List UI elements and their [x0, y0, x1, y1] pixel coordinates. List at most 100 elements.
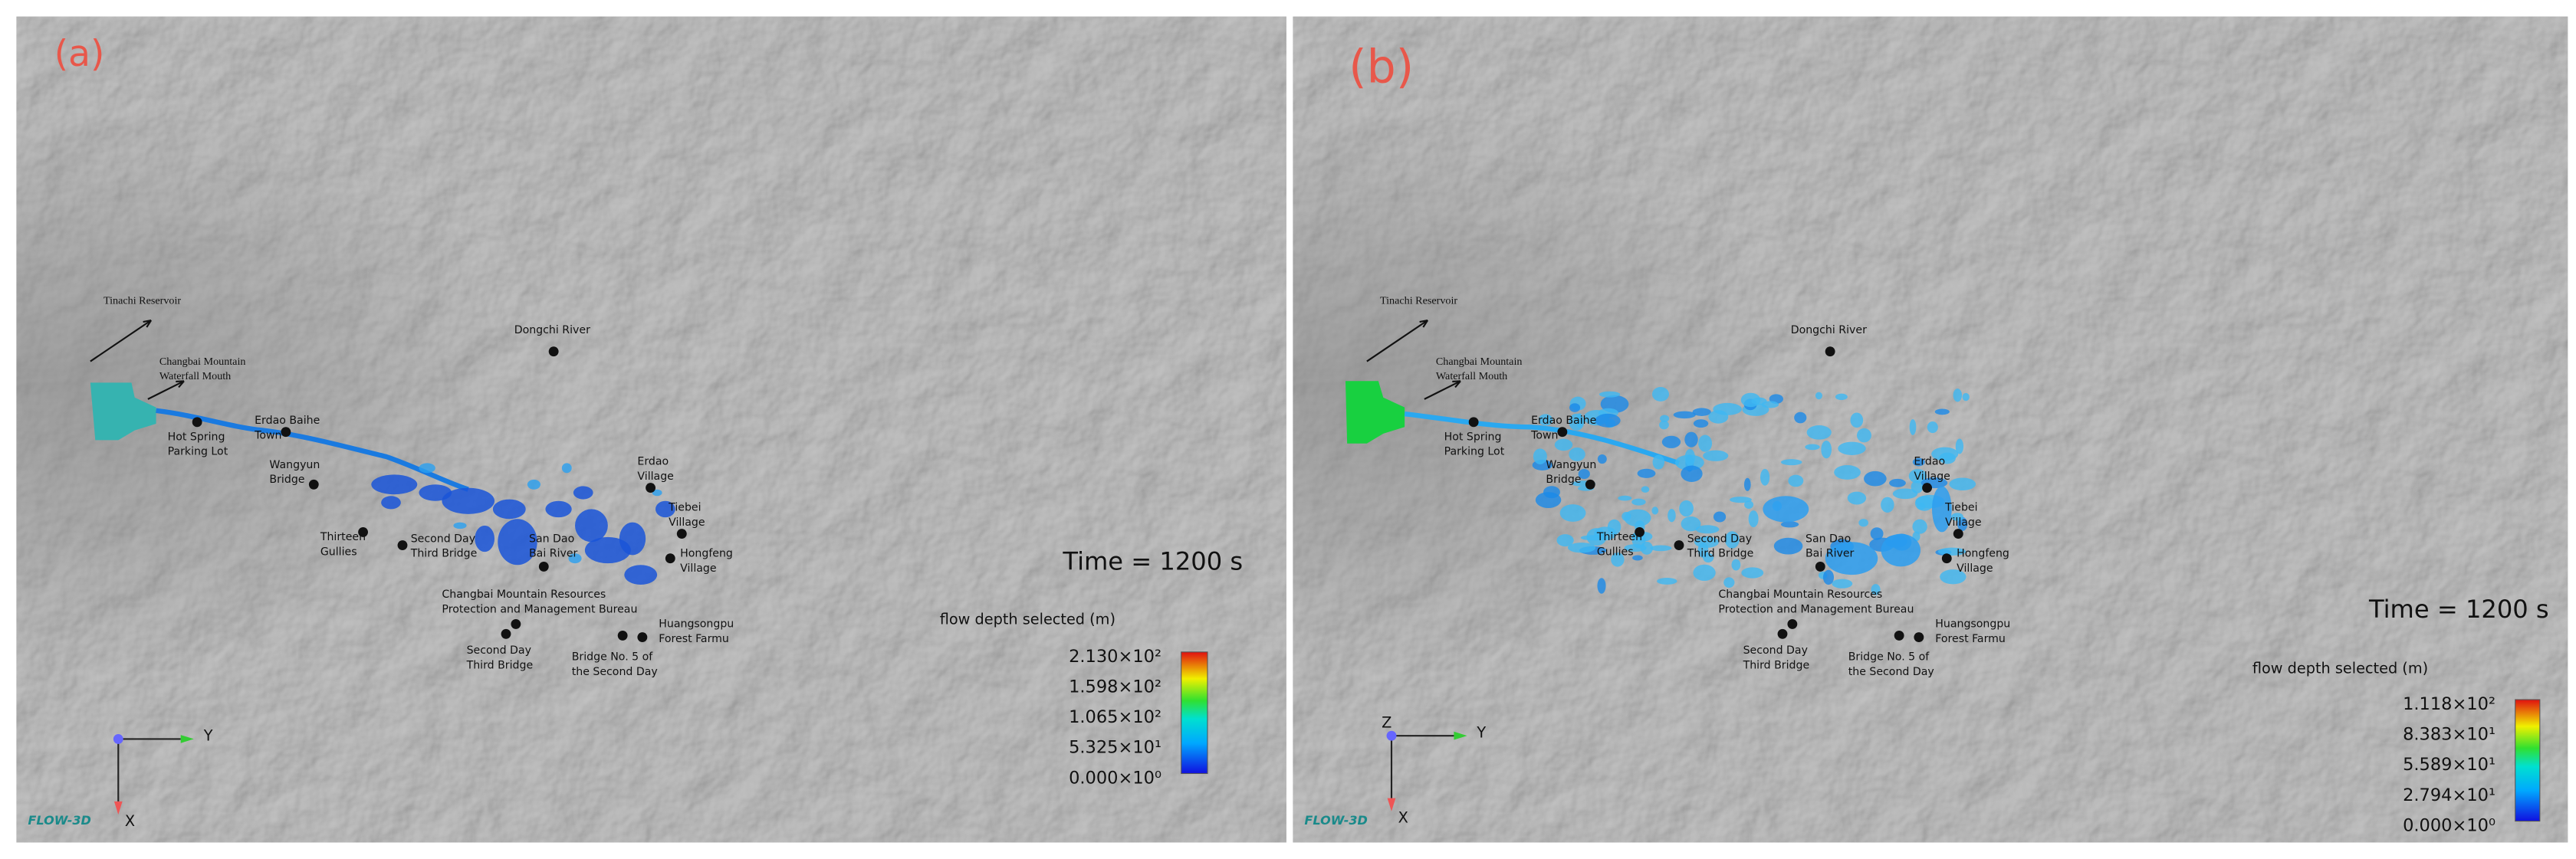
place-marker [397, 540, 408, 550]
place-marker [676, 529, 687, 539]
flood-patch [419, 463, 435, 474]
flood-patch [1932, 486, 1952, 533]
place-label: Erdao [637, 456, 669, 468]
flood-patch [1858, 519, 1868, 527]
place-label: Wangyun [269, 459, 320, 471]
flood-patch [1693, 564, 1716, 582]
place-label: Thirteen [320, 531, 366, 543]
flood-patch [1780, 521, 1799, 528]
place-label: Changbai Mountain [1436, 356, 1523, 368]
flood-patch [1822, 569, 1835, 585]
place-marker [192, 417, 202, 428]
flood-patch [568, 553, 582, 564]
colorbar-tick-label: 2.130×10² [1069, 647, 1162, 667]
place-label: Tinachi Reservoir [104, 295, 181, 307]
place-label: Second Day [467, 644, 531, 657]
place-label: Gullies [1597, 546, 1634, 558]
place-label: Changbai Mountain Resources [1718, 589, 1882, 601]
flood-patch [1624, 509, 1651, 527]
flood-patch [1744, 500, 1754, 509]
place-label: Waterfall Mouth [1436, 370, 1507, 382]
place-label: Town [254, 429, 281, 441]
arrow [147, 380, 185, 400]
flood-patch [1692, 408, 1711, 416]
flood-patch [1731, 559, 1741, 571]
axis-x-head [1387, 798, 1396, 811]
place-label: Third Bridge [1743, 659, 1810, 671]
flood-patch [1674, 454, 1704, 470]
place-label: Bridge No. 5 of [572, 651, 654, 664]
place-label: Village [1945, 516, 1981, 529]
axis-label: X [1398, 809, 1408, 827]
flood-patch [1533, 448, 1547, 464]
flood-patch [453, 522, 467, 529]
place-marker [1894, 631, 1904, 641]
software-logo: FLOW-3D [1304, 813, 1367, 828]
place-label: Hongfeng [680, 548, 733, 560]
time-label: Time = 1200 s [1062, 547, 1243, 576]
place-label: Third Bridge [466, 659, 534, 671]
axis-label: Y [1476, 723, 1486, 741]
flood-patch [545, 500, 572, 518]
arrow-head [176, 380, 185, 389]
flood-patch [1821, 440, 1832, 459]
flood-patch [1806, 425, 1832, 440]
colorbar-tick-label: 1.118×10² [2403, 694, 2496, 714]
flood-patch [1597, 578, 1606, 594]
place-label: Third Bridge [1687, 548, 1754, 560]
place-label: Bai River [529, 548, 578, 560]
software-logo: FLOW-3D [28, 813, 90, 828]
colorbar-tick-label: 1.065×10² [1069, 707, 1162, 727]
panel-a: (a) Tinachi Reservoir Changbai Mountain Wat… [16, 16, 1286, 843]
place-marker [1953, 529, 1963, 539]
place-label: Changbai Mountain Resources [442, 589, 606, 601]
arrow [90, 320, 152, 362]
flood-patch [1543, 486, 1560, 499]
flood-patch [1650, 545, 1672, 552]
flood-patch [1794, 411, 1807, 424]
axis-label: X [125, 812, 135, 830]
place-marker [1635, 527, 1644, 537]
axis-z-head [113, 734, 123, 744]
flood-patch [1703, 450, 1729, 461]
place-label: San Dao [1806, 533, 1851, 545]
flood-patch [1743, 477, 1751, 491]
colorbar-tick-label: 2.794×10¹ [2403, 785, 2496, 805]
colorbar-tick-label: 0.000×10⁰ [2403, 816, 2496, 836]
place-marker [617, 631, 628, 641]
flood-patch [1847, 491, 1867, 505]
flood-patch [1912, 457, 1925, 467]
flood-patch [1661, 435, 1681, 448]
flood-patch [1618, 495, 1632, 501]
place-marker [308, 479, 319, 490]
flood-patch [1850, 412, 1864, 428]
flood-patch [652, 489, 662, 497]
flood-patch [1693, 419, 1709, 428]
flood-patch [1576, 413, 1583, 428]
flood-patch [527, 479, 540, 490]
place-marker [548, 346, 559, 357]
flood-patch [1681, 516, 1701, 532]
flood-patch [1912, 519, 1927, 534]
place-label: Bridge No. 5 of [1848, 651, 1930, 664]
flood-patch [1927, 421, 1938, 434]
flood-patch [1659, 420, 1669, 430]
place-label: Gullies [320, 546, 357, 558]
place-label: Erdao Baihe [255, 415, 320, 427]
place-label: Bridge [1546, 474, 1581, 486]
place-label: Changbai Mountain [159, 356, 246, 368]
place-label: Tiebei [668, 502, 701, 514]
place-marker [637, 632, 648, 642]
place-label: Second Day [1687, 533, 1752, 545]
flood-patch [1741, 567, 1764, 579]
flood-patch [1607, 519, 1622, 535]
flood-patch [656, 500, 675, 518]
place-label: Third Bridge [410, 548, 478, 560]
flood-patch [1622, 512, 1631, 521]
flood-patch [498, 519, 537, 566]
place-label: Hongfeng [1957, 548, 2009, 560]
place-marker [281, 427, 291, 438]
place-label: Wangyun [1546, 459, 1596, 471]
place-label: Huangsongpu [1935, 618, 2010, 631]
flood-patch [1835, 393, 1848, 401]
